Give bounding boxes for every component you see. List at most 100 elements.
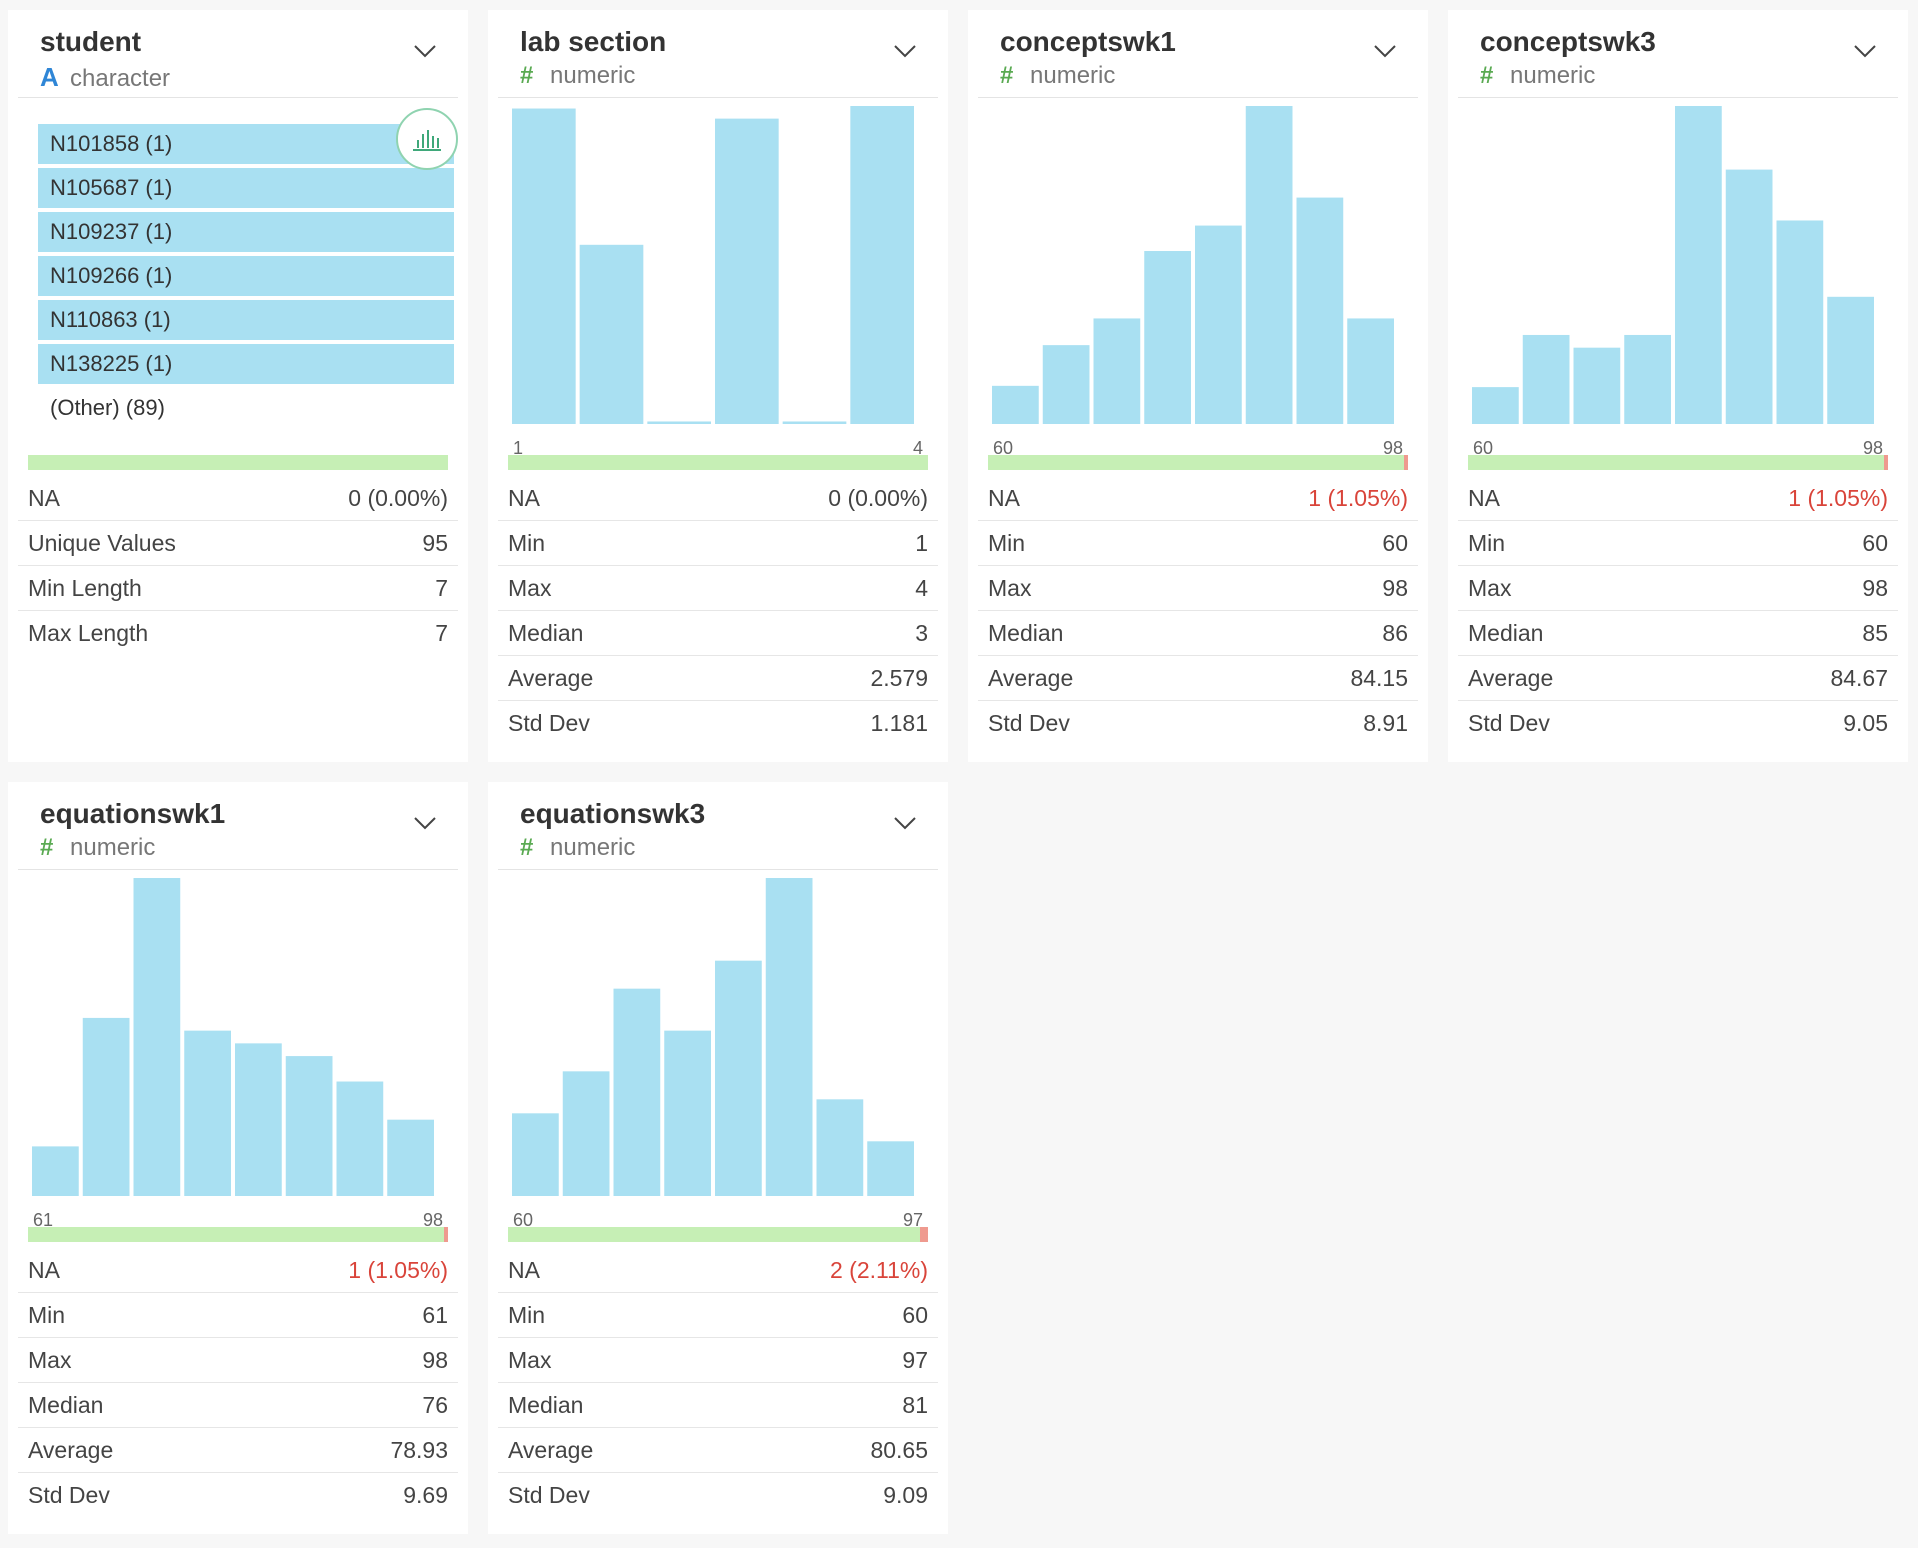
histogram-bar[interactable] [579, 244, 644, 424]
missing-values-bar [1468, 455, 1888, 470]
histogram-bar[interactable] [647, 421, 711, 424]
missing-values-fill [443, 1227, 448, 1242]
top-value-item[interactable]: N138225 (1) [38, 344, 454, 384]
top-value-item[interactable]: N110863 (1) [38, 300, 454, 340]
histogram-bar[interactable] [715, 118, 779, 424]
stat-label: Average [1468, 664, 1554, 691]
column-header: lab section # numeric [498, 10, 938, 98]
stat-label: NA [28, 484, 60, 511]
histogram-bar[interactable] [1195, 225, 1242, 424]
histogram-bar[interactable] [765, 878, 813, 1196]
histogram-bar[interactable] [1624, 334, 1671, 424]
stat-value: 80.65 [870, 1436, 928, 1463]
stat-value: 2.579 [870, 664, 928, 691]
stat-label: Min [508, 529, 546, 556]
histogram-bar[interactable] [1042, 345, 1090, 424]
histogram-bar[interactable] [235, 1043, 282, 1196]
stat-value: 4 [915, 574, 928, 601]
histogram-bar[interactable] [715, 960, 762, 1196]
histogram-bar[interactable] [1725, 169, 1773, 424]
stat-row: Average 84.67 [1458, 656, 1898, 701]
histogram-bar[interactable] [285, 1056, 333, 1196]
histogram-bar[interactable] [867, 1141, 914, 1196]
histogram-bar[interactable] [32, 1146, 79, 1196]
histogram-bar[interactable] [1776, 220, 1824, 424]
histogram-bar[interactable] [664, 1030, 711, 1196]
chevron-down-icon[interactable] [892, 814, 918, 832]
stat-row: Min Length 7 [18, 566, 458, 611]
stat-row: Std Dev 8.91 [978, 701, 1418, 745]
histogram-bar[interactable] [1675, 106, 1722, 424]
stat-row: Max 97 [498, 1338, 938, 1383]
column-type: # numeric [1000, 62, 1115, 90]
stat-value: 3 [915, 619, 928, 646]
missing-values-bar [508, 455, 928, 470]
stat-value: 7 [435, 619, 448, 646]
chevron-down-icon[interactable] [412, 42, 438, 60]
missing-values-bar [28, 1227, 448, 1242]
chevron-down-icon[interactable] [1852, 42, 1878, 60]
histogram-bar[interactable] [1472, 387, 1519, 424]
bar-chart-icon[interactable] [396, 108, 458, 170]
stat-label: Median [28, 1391, 104, 1418]
stat-row: Max Length 7 [18, 611, 458, 655]
histogram-bar[interactable] [613, 988, 661, 1196]
missing-values-fill [919, 1227, 928, 1242]
stat-label: Median [508, 1391, 584, 1418]
histogram-bar[interactable] [1347, 318, 1394, 424]
stat-value: 61 [422, 1301, 448, 1328]
stat-row: NA 1 (1.05%) [978, 476, 1418, 521]
histogram-bar[interactable] [1093, 318, 1141, 424]
histogram-bar[interactable] [133, 878, 181, 1196]
histogram-bar[interactable] [82, 1017, 130, 1196]
histogram-bar[interactable] [1245, 106, 1293, 424]
top-value-item[interactable]: N109237 (1) [38, 212, 454, 252]
stat-row: Median 85 [1458, 611, 1898, 656]
histogram-bar[interactable] [1522, 334, 1570, 424]
chevron-down-icon[interactable] [892, 42, 918, 60]
stat-label: Average [28, 1436, 114, 1463]
histogram [512, 106, 914, 425]
stat-row: Std Dev 9.69 [18, 1473, 458, 1517]
top-value-item[interactable]: N105687 (1) [38, 168, 454, 208]
histogram-bar[interactable] [782, 421, 847, 424]
histogram-bar[interactable] [336, 1081, 384, 1196]
histogram-bar[interactable] [1827, 296, 1874, 424]
histogram-bar[interactable] [184, 1030, 231, 1196]
histogram-bar[interactable] [850, 106, 914, 424]
chevron-down-icon[interactable] [1372, 42, 1398, 60]
column-plot: 61 98 [18, 870, 458, 1242]
histogram-bar[interactable] [512, 1113, 559, 1196]
column-card-conceptswk1: conceptswk1 # numeric 60 98 NA 1 (1.05%) Min 60 M… [968, 10, 1428, 762]
stat-label: NA [988, 484, 1020, 511]
stat-label: Median [988, 619, 1064, 646]
column-type-label: numeric [550, 834, 636, 861]
stat-label: Average [508, 664, 594, 691]
numeric-type-icon: # [520, 62, 534, 89]
histogram-bar[interactable] [512, 108, 576, 425]
histogram-bar[interactable] [1144, 251, 1191, 424]
stat-value: 9.09 [883, 1481, 928, 1508]
histogram-bar[interactable] [562, 1071, 610, 1196]
column-type: # numeric [40, 834, 155, 862]
histogram-bar[interactable] [816, 1099, 864, 1196]
top-value-item[interactable]: N101858 (1) [38, 124, 454, 164]
histogram-bar[interactable] [1296, 197, 1344, 424]
column-card-equationswk1: equationswk1 # numeric 61 98 NA 1 (1.05%) Min 61… [8, 782, 468, 1534]
stat-value: 78.93 [390, 1436, 448, 1463]
stat-row: NA 1 (1.05%) [1458, 476, 1898, 521]
histogram-bar[interactable] [387, 1119, 434, 1196]
column-type: # numeric [520, 834, 635, 862]
top-value-item[interactable]: N109266 (1) [38, 256, 454, 296]
column-plot: 60 98 [978, 98, 1418, 470]
chevron-down-icon[interactable] [412, 814, 438, 832]
missing-values-fill [1883, 455, 1888, 470]
stat-label: Std Dev [988, 709, 1070, 736]
histogram-bar[interactable] [1573, 347, 1621, 424]
axis-max-label: 4 [912, 438, 923, 458]
column-type: # numeric [1480, 62, 1595, 90]
column-type: # numeric [520, 62, 635, 90]
histogram-bar[interactable] [992, 385, 1039, 424]
